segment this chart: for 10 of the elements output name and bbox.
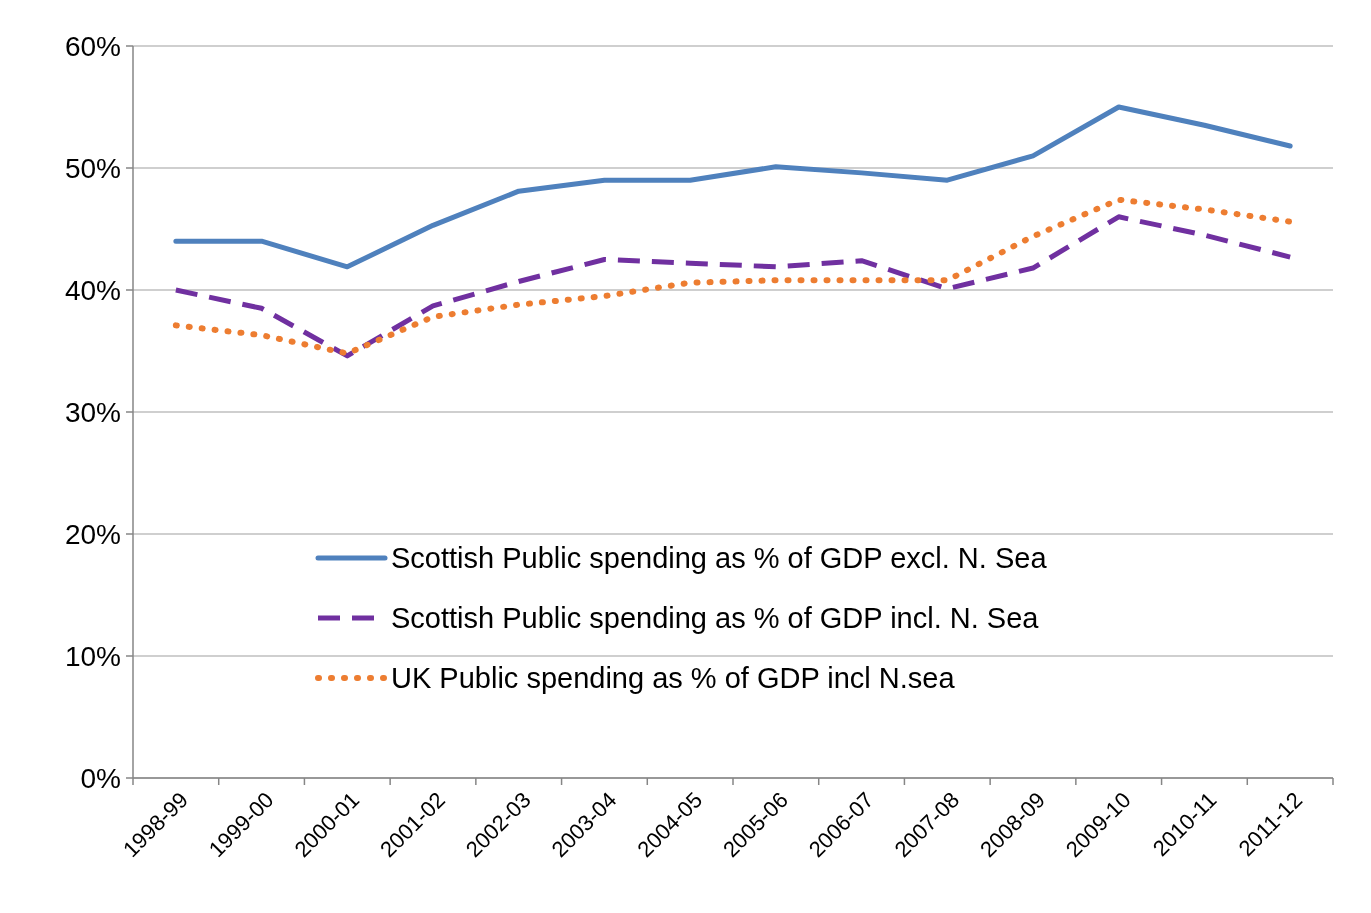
y-tick-label: 30% — [64, 396, 121, 428]
y-tick-label: 60% — [64, 30, 121, 62]
legend-label: UK Public spending as % of GDP incl N.sea — [391, 662, 956, 695]
y-tick-label: 0% — [80, 762, 121, 794]
y-tick-label: 40% — [64, 274, 121, 306]
y-tick-label: 10% — [64, 640, 121, 672]
legend-label: Scottish Public spending as % of GDP incl. N. Sea — [391, 602, 1040, 635]
y-tick-label: 20% — [64, 518, 121, 550]
y-tick-label: 50% — [64, 152, 121, 184]
legend-label: Scottish Public spending as % of GDP excl. N. Sea — [391, 542, 1048, 575]
